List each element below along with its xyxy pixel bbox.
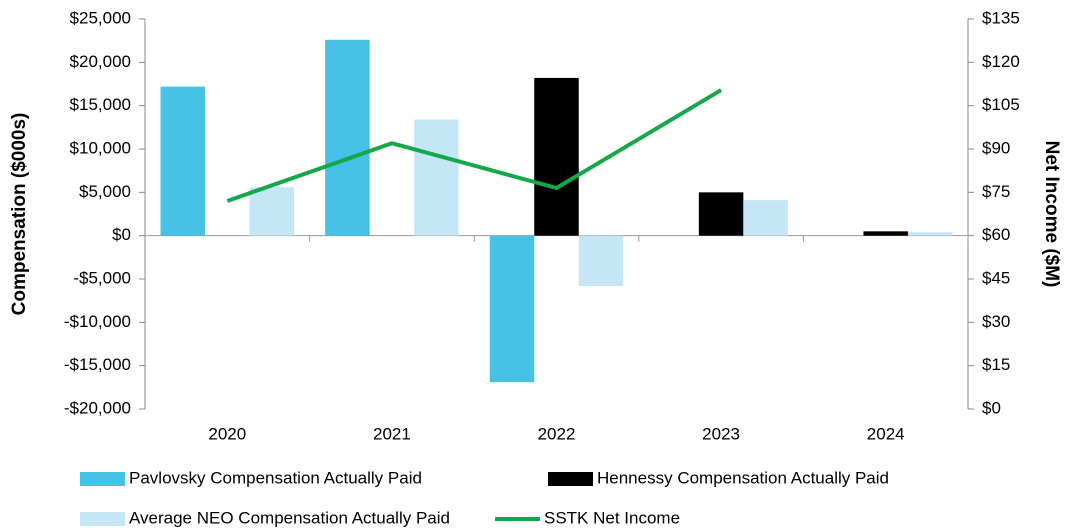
bar <box>698 192 744 236</box>
y-tick-label: $5,000 <box>79 182 131 201</box>
y-tick-label: $25,000 <box>70 8 131 27</box>
y2-tick-label: $30 <box>982 312 1010 331</box>
x-tick-label: 2024 <box>867 424 905 443</box>
y2-tick-label: $105 <box>982 95 1020 114</box>
y-tick-label: $10,000 <box>70 138 131 157</box>
bar <box>743 200 788 236</box>
bar <box>863 231 908 236</box>
legend-swatch <box>548 472 593 486</box>
bar <box>414 119 459 236</box>
y2-tick-label: $60 <box>982 225 1010 244</box>
legend-swatch <box>80 512 125 526</box>
legend-label: Average NEO Compensation Actually Paid <box>129 508 450 527</box>
x-tick-label: 2020 <box>208 424 246 443</box>
bar <box>489 235 535 383</box>
y2-tick-label: $75 <box>982 182 1010 201</box>
legend-label: SSTK Net Income <box>544 508 680 527</box>
x-tick-label: 2022 <box>538 424 576 443</box>
bar <box>578 235 624 286</box>
y-tick-label: -$5,000 <box>73 268 131 287</box>
bar <box>534 77 579 236</box>
legend-label: Hennessy Compensation Actually Paid <box>597 468 889 487</box>
bar <box>907 232 953 236</box>
bar <box>325 39 370 236</box>
y-tick-label: -$10,000 <box>64 312 131 331</box>
bar <box>160 86 206 236</box>
legend-swatch <box>80 472 125 486</box>
y-tick-label: $15,000 <box>70 95 131 114</box>
y2-tick-label: $0 <box>982 398 1001 417</box>
legend-label: Pavlovsky Compensation Actually Paid <box>129 468 422 487</box>
y-axis-label: Compensation ($000s) <box>9 113 30 316</box>
y-tick-label: $20,000 <box>70 52 131 71</box>
y2-tick-label: $15 <box>982 355 1010 374</box>
bar <box>249 187 295 236</box>
y-tick-label: $0 <box>112 225 131 244</box>
y-tick-label: -$15,000 <box>64 355 131 374</box>
x-tick-label: 2021 <box>373 424 411 443</box>
y2-tick-label: $90 <box>982 138 1010 157</box>
y-tick-label: -$20,000 <box>64 398 131 417</box>
y2-tick-label: $45 <box>982 268 1010 287</box>
line <box>226 88 723 203</box>
y2-axis-label: Net Income ($M) <box>1041 141 1062 288</box>
y2-tick-label: $120 <box>982 52 1020 71</box>
x-tick-label: 2023 <box>702 424 740 443</box>
y2-tick-label: $135 <box>982 8 1020 27</box>
